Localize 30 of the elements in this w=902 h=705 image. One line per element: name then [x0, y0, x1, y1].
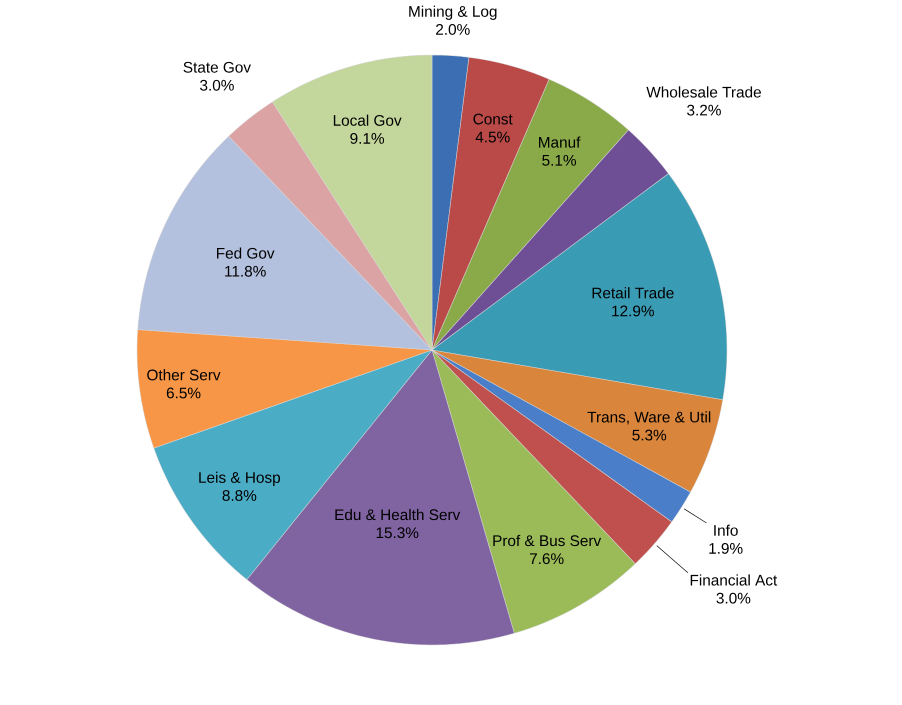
slice-label: Manuf — [539, 136, 580, 148]
data-label: 4.5% — [476, 132, 510, 142]
slice-label: Local Gov — [334, 114, 402, 126]
data-label: 11.8% — [225, 266, 266, 277]
slice-label: Mining & Log — [409, 6, 496, 20]
slice-label: Leis & Hosp — [199, 472, 280, 486]
slice-label: Const — [473, 114, 513, 124]
slice-label: Financial Act — [690, 574, 778, 586]
slice-label: Retail Trade — [592, 287, 674, 298]
data-label: 8.8% — [222, 490, 256, 501]
data-label: 9.1% — [350, 133, 384, 144]
slice-label: Other Serv — [147, 369, 221, 380]
data-label: 3.0% — [716, 592, 750, 604]
data-label: 5.3% — [632, 430, 666, 441]
data-label: 6.5% — [166, 388, 200, 398]
slice-label: Wholesale Trade — [646, 86, 761, 98]
data-label: 5.1% — [542, 154, 576, 166]
data-label: 15.3% — [376, 527, 418, 538]
slice-label: Edu & Health Serv — [335, 508, 460, 520]
data-label: 12.9% — [612, 306, 654, 316]
slice-label: Trans, Ware & Util — [588, 411, 710, 424]
data-label: 7.6% — [530, 553, 564, 564]
slice-label: Prof & Bus Serv — [493, 534, 602, 546]
slice-label: Info — [714, 524, 738, 536]
data-label: 3.2% — [687, 104, 721, 116]
data-label: 3.0% — [200, 80, 234, 91]
slice-label: State Gov — [184, 62, 251, 73]
data-label: 1.9% — [709, 542, 743, 554]
slice-label: Fed Gov — [217, 247, 274, 259]
data-label: 2.0% — [436, 24, 470, 35]
